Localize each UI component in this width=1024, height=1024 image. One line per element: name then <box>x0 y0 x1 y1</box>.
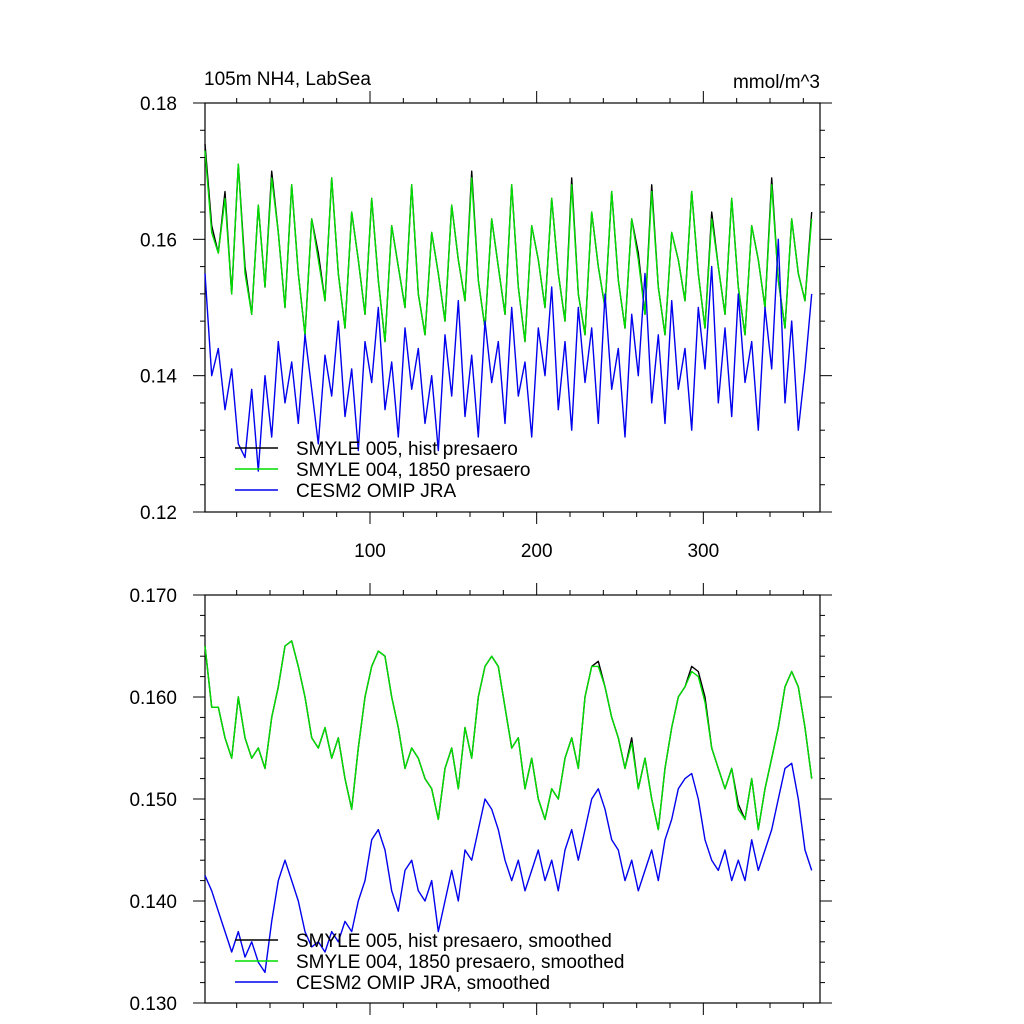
top-legend-label-1: SMYLE 005, hist presaero <box>296 439 518 460</box>
top-legend-label-2: SMYLE 004, 1850 presaero <box>296 460 531 481</box>
top-x-tick-label: 100 <box>354 541 386 562</box>
bottom-y-tick-label: 0.130 <box>129 994 177 1015</box>
top-legend-label-3: CESM2 OMIP JRA <box>296 481 456 502</box>
top-series-line-2 <box>204 150 813 343</box>
bottom-y-tick-label: 0.170 <box>129 586 177 607</box>
bottom-legend-label-1: SMYLE 005, hist presaero, smoothed <box>296 931 612 952</box>
units-label: mmol/m^3 <box>733 72 820 93</box>
top-y-tick-label: 0.12 <box>140 503 177 524</box>
bottom-panel: 0.130 0.140 0.150 0.160 0.170 SMYLE 005, hist… <box>129 583 832 1015</box>
top-x-tick-label: 300 <box>687 541 719 562</box>
bottom-legend-label-2: SMYLE 004, 1850 presaero, smoothed <box>296 952 624 973</box>
top-y-tick-label: 0.16 <box>140 230 177 251</box>
bottom-y-tick-label: 0.150 <box>129 790 177 811</box>
bottom-y-tick-label: 0.140 <box>129 892 177 913</box>
bottom-y-tick-label: 0.160 <box>129 688 177 709</box>
top-panel: 100 200 300 0.12 0.14 0.16 0.18 SMYLE 005, hist… <box>140 91 832 562</box>
top-plot-frame <box>204 102 821 513</box>
top-series-line-3 <box>204 238 813 472</box>
top-x-tick-label: 200 <box>521 541 553 562</box>
bottom-series-line-3 <box>204 762 813 974</box>
bottom-legend-label-3: CESM2 OMIP JRA, smoothed <box>296 973 550 994</box>
top-y-tick-label: 0.18 <box>140 94 177 115</box>
panel-title: 105m NH4, LabSea <box>204 69 371 90</box>
bottom-series-line-2 <box>204 640 813 831</box>
top-y-tick-label: 0.14 <box>140 367 177 388</box>
